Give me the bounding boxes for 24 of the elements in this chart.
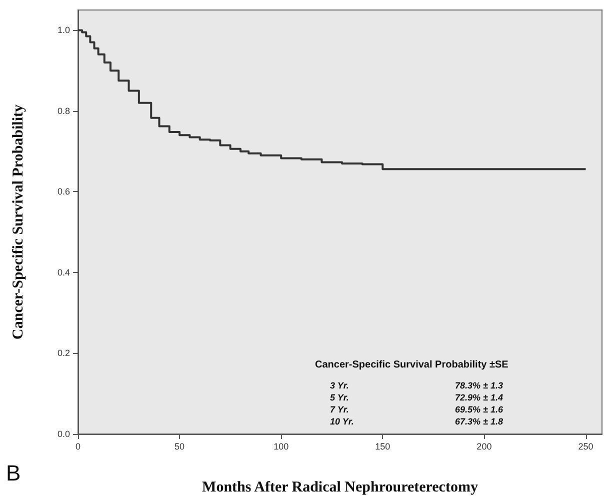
annotation: 72.9% ± 1.4 xyxy=(455,392,503,402)
annotation: 10 Yr. xyxy=(330,416,354,426)
x-tick-label: 150 xyxy=(375,442,390,452)
y-axis-title: Cancer-Specific Survival Probability xyxy=(10,104,26,340)
annotation: 78.3% ± 1.3 xyxy=(455,380,503,390)
x-tick-label: 50 xyxy=(174,442,185,452)
y-tick-label: 0.4 xyxy=(57,267,70,278)
annotation: 67.3% ± 1.8 xyxy=(455,416,503,426)
annotation: 3 Yr. xyxy=(330,380,349,390)
y-tick-label: 0.2 xyxy=(57,348,70,358)
annotation: 7 Yr. xyxy=(330,404,349,414)
y-tick-label: 0.0 xyxy=(57,429,70,439)
annotation: 5 Yr. xyxy=(330,392,349,402)
x-tick-label: 250 xyxy=(578,442,594,452)
y-tick-label: 0.6 xyxy=(57,186,70,197)
x-tick-label: 200 xyxy=(476,442,492,452)
y-tick-label: 1.0 xyxy=(57,25,70,36)
y-tick-label: 0.8 xyxy=(57,106,70,116)
x-tick-label: 0 xyxy=(75,442,81,452)
text: B xyxy=(6,460,21,486)
annotation: 69.5% ± 1.6 xyxy=(455,404,504,414)
annotation: Cancer-Specific Survival Probability ±SE xyxy=(315,360,509,370)
x-tick-label: 100 xyxy=(274,442,289,452)
x-axis-title: Months After Radical Nephroureterectomy xyxy=(202,480,478,496)
